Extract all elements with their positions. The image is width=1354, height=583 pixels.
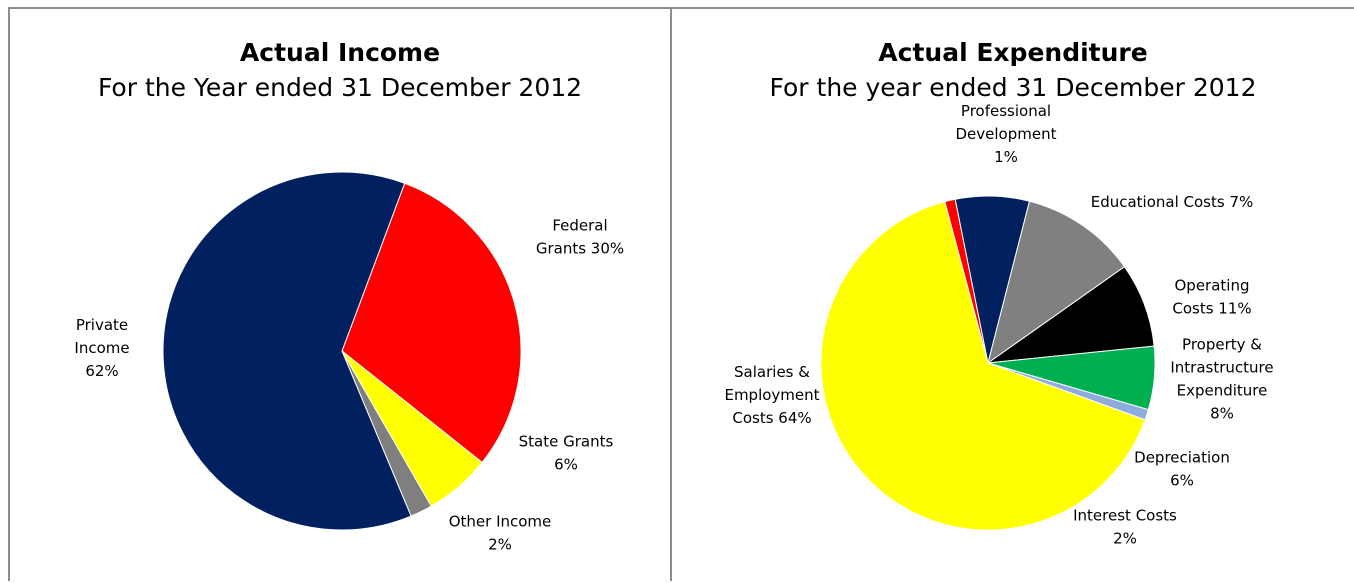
expenditure-pie-slice-2 xyxy=(987,200,1126,365)
expenditure-chart-subtitle: For the year ended 31 December 2012 xyxy=(769,73,1257,102)
expenditure-pie-slice-6 xyxy=(820,201,1146,531)
expenditure-data-label-6: Salaries & Employment Costs 64% xyxy=(724,363,819,427)
expenditure-data-label-4: Depreciation 6% xyxy=(1134,449,1230,490)
expenditure-data-label-5: Interest Costs 2% xyxy=(1073,507,1177,548)
income-chart-panel: Actual Income For the Year ended 31 Dece… xyxy=(8,7,672,581)
expenditure-chart-panel: Actual Expenditure For the year ended 31… xyxy=(670,7,1354,581)
expenditure-data-label-0: Professional Development 1% xyxy=(956,102,1057,166)
expenditure-data-label-1: Educational Costs 7% xyxy=(1091,193,1254,211)
income-chart-subtitle: For the Year ended 31 December 2012 xyxy=(97,73,583,102)
income-data-label-1: State Grants 6% xyxy=(519,433,614,474)
expenditure-data-label-3: Property & Intrastructure Expenditure 8% xyxy=(1170,336,1273,423)
income-pie-slice-0 xyxy=(341,182,522,464)
income-data-label-3: Private Income 62% xyxy=(74,316,129,380)
expenditure-chart-title: Actual Expenditure xyxy=(878,38,1148,67)
income-data-label-0: Federal Grants 30% xyxy=(536,217,624,258)
income-data-label-2: Other Income 2% xyxy=(449,513,552,554)
income-chart-title: Actual Income xyxy=(239,38,441,67)
income-pie-chart: Federal Grants 30% State Grants 6% Other Inc… xyxy=(74,171,624,554)
expenditure-data-label-2: Operating Costs 11% xyxy=(1172,277,1251,318)
expenditure-pie-chart: Professional Development 1% Educational Cos… xyxy=(724,102,1273,548)
income-pie-slice-3 xyxy=(162,171,412,531)
